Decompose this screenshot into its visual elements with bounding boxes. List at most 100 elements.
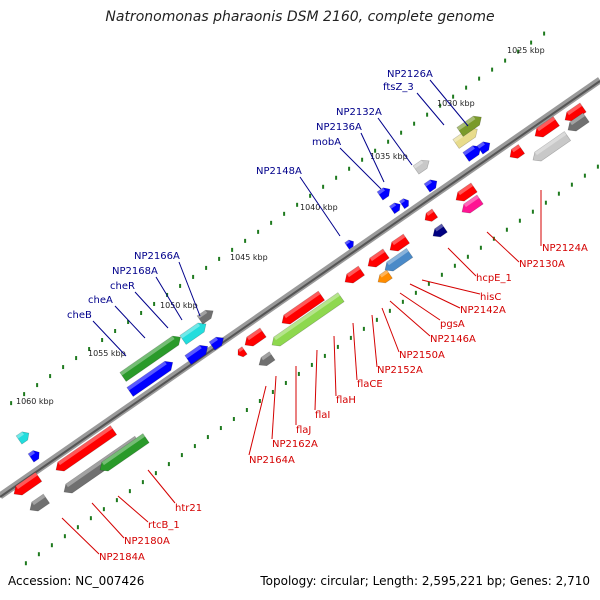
gene-label-np2166a: NP2166A [134,251,180,262]
gene-label-np2180a: NP2180A [124,536,170,547]
gene-label-np2152a: NP2152A [377,365,423,376]
gene-label-flaj: flaJ [296,425,311,436]
gene-label-np2124a: NP2124A [542,243,588,254]
gene-arrow-hisc [389,233,410,252]
gene-label-rtcb-1: rtcB_1 [148,520,180,531]
leader-line [381,307,400,353]
gene-arrow-hcpe-1 [424,208,439,222]
leader-line [416,92,445,126]
gene-arrow-np2142a [367,248,390,268]
leader-line [399,292,441,321]
label-leaders [61,79,542,555]
accession-text: Accession: NC_007426 [8,574,145,588]
leader-line [61,517,100,555]
leader-line [333,335,337,397]
gene-arrow-np2148a [344,239,354,250]
leader-line [155,276,183,321]
leader-line [299,176,341,237]
gene-arrow-np2126a [462,145,482,162]
leader-line [421,279,481,295]
gene-arrow-np2124a [509,144,526,159]
leader-line [178,261,201,317]
kbp-label: 1060 kbp [16,397,54,406]
map-title: Natronomonas pharaonis DSM 2160, complet… [105,9,495,25]
gene-arrow-chea [184,344,209,365]
kbp-label: 1035 kbp [370,152,408,161]
gene-arrow-np2130a [455,182,478,202]
kbp-label: 1040 kbp [300,203,338,212]
leader-line [389,300,431,337]
leader-line [147,469,176,504]
gene-arrow-ftsz-3 [476,141,491,155]
gene-arrow [423,179,438,193]
gene-label-hisc: hisC [480,292,501,303]
genome-summary: Topology: circular; Length: 2,595,221 bp… [260,574,590,588]
genome-backbone [0,77,600,499]
gene-label-np2146a: NP2146A [430,334,476,345]
gene-label-flah: flaH [336,395,356,406]
leader-line [248,385,267,456]
gene-label-np2164a: NP2164A [249,455,295,466]
leader-line [114,305,146,339]
gene-arrow-cher [208,336,224,351]
gene-box [119,335,181,382]
gene-box [196,309,214,325]
leader-line [117,495,149,523]
gene-box [99,433,150,472]
gene-arrow [27,450,40,463]
gene-arrow-np2184a [13,471,43,496]
gene-features [13,102,590,512]
kbp-label: 1045 kbp [230,253,268,262]
gene-labels: NP2126A ftsZ_3 NP2132A NP2136A mobA NP2148A NP… [67,69,588,563]
leader-line [360,132,385,183]
gene-label-np2142a: NP2142A [460,305,506,316]
gene-label-np2148a: NP2148A [256,166,302,177]
gene-label-np2184a: NP2184A [99,552,145,563]
gene-arrow [237,346,248,358]
gene-label-np2132a: NP2132A [336,107,382,118]
backbone-core [0,80,600,498]
kbp-label: 1050 kbp [160,301,198,310]
gene-arrow-rtcb-1 [55,425,118,472]
gene-box [15,431,30,445]
gene-box [412,159,430,175]
kbp-label: 1025 kbp [507,46,545,55]
leader-line [91,502,125,539]
leader-line [447,247,477,277]
gene-box [258,351,276,366]
leader-line [486,231,520,263]
gene-box [567,112,590,132]
gene-label-cher: cheR [110,281,135,292]
gene-label-np2168a: NP2168A [112,266,158,277]
gene-arrow-np2132a [376,187,391,201]
leader-line [92,320,127,357]
gene-label-ftsz-3: ftsZ_3 [383,82,414,93]
gene-box [377,269,393,284]
gene-box [271,292,345,347]
gene-box [432,223,448,238]
tick-marks: 1025 kbp 1030 kbp 1035 kbp 1040 kbp 1045 kbp… [10,31,599,566]
gene-label-np2126a: NP2126A [387,69,433,80]
kbp-label: 1030 kbp [437,99,475,108]
gene-arrow-cheb [126,360,174,397]
gene-label-np2162a: NP2162A [272,439,318,450]
leader-line [339,147,382,190]
gene-box [29,493,50,512]
gene-arrow [534,116,560,138]
leader-line [371,314,378,368]
leader-line [134,291,169,329]
gene-label-np2136a: NP2136A [316,122,362,133]
gene-arrow [564,102,587,122]
gene-label-flai: flaI [315,410,330,421]
kbp-label: 1055 kbp [88,349,126,358]
gene-label-chea: cheA [88,295,113,306]
gene-label-pgsa: pgsA [440,319,465,330]
gene-label-flace: flaCE [357,379,383,390]
leader-line [429,79,469,127]
gene-arrow-np2136a [389,202,401,215]
gene-label-htr21: htr21 [175,503,202,514]
gene-label-moba: mobA [312,137,341,148]
gene-arrow-np2164a [244,327,267,347]
leader-line [314,349,318,411]
